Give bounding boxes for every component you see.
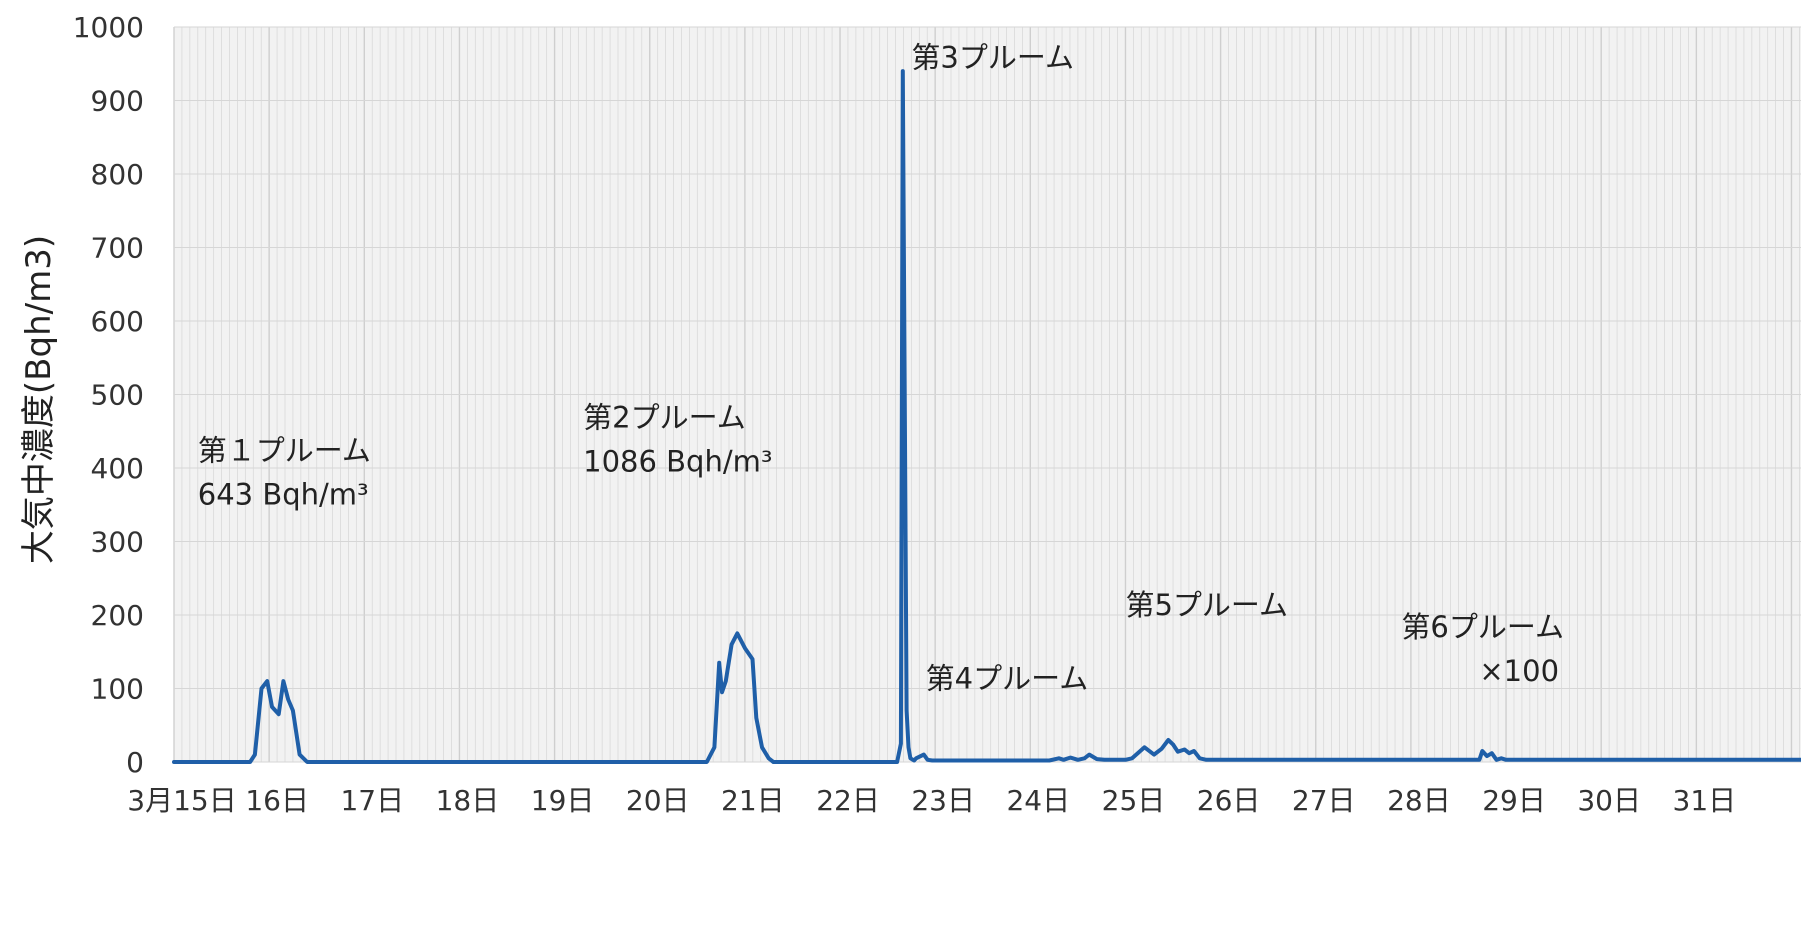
plume-annotation: 第3プルーム bbox=[911, 40, 1074, 74]
y-axis: 0 100 200 300 400 500 600 700 800 900 1000 bbox=[73, 11, 144, 779]
series-line bbox=[172, 69, 1801, 764]
plume-annotation: 第2プルーム 1086 Bqh/m³ bbox=[583, 401, 772, 479]
x-tick-label: 26日 bbox=[1197, 784, 1261, 817]
y-tick-label: 200 bbox=[91, 599, 144, 632]
x-tick-label: 18日 bbox=[436, 784, 500, 817]
plume-annotation: 第5プルーム bbox=[1125, 588, 1288, 622]
series-layer bbox=[172, 69, 1801, 764]
x-tick-label: 27日 bbox=[1292, 784, 1356, 817]
x-tick-label: 24日 bbox=[1006, 784, 1070, 817]
y-tick-label: 900 bbox=[91, 85, 144, 118]
x-tick-label: 21日 bbox=[721, 784, 785, 817]
y-axis-label: 大気中濃度(Bqh/m3) bbox=[19, 235, 59, 564]
x-tick-label: 17日 bbox=[340, 784, 404, 817]
x-tick-label: 16日 bbox=[245, 784, 309, 817]
y-tick-label: 100 bbox=[91, 673, 144, 706]
x-tick-label: 22日 bbox=[816, 784, 880, 817]
x-tick-label: 3月15日 bbox=[127, 784, 236, 817]
x-tick-label: 29日 bbox=[1482, 784, 1546, 817]
y-tick-label: 1000 bbox=[73, 11, 144, 44]
x-tick-label: 30日 bbox=[1577, 784, 1641, 817]
y-tick-label: 0 bbox=[126, 746, 144, 779]
x-tick-label: 25日 bbox=[1102, 784, 1166, 817]
y-tick-label: 800 bbox=[91, 158, 144, 191]
y-tick-label: 500 bbox=[91, 379, 144, 412]
annotations: 第１プルーム 643 Bqh/m³ 第2プルーム 1086 Bqh/m³ 第3プルーム第… bbox=[198, 40, 1564, 695]
plume-annotation: 第１プルーム 643 Bqh/m³ bbox=[198, 434, 371, 512]
y-tick-label: 300 bbox=[91, 526, 144, 559]
plume-annotation: 第6プルーム×100 bbox=[1401, 610, 1564, 688]
x-tick-label: 23日 bbox=[911, 784, 975, 817]
y-tick-label: 600 bbox=[91, 305, 144, 338]
x-tick-label: 20日 bbox=[626, 784, 690, 817]
y-tick-label: 700 bbox=[91, 232, 144, 265]
gridlines bbox=[173, 26, 1801, 763]
plume-annotation: 第4プルーム bbox=[926, 662, 1089, 696]
x-tick-label: 31日 bbox=[1673, 784, 1737, 817]
x-tick-label: 28日 bbox=[1387, 784, 1451, 817]
x-axis: 3月15日 16日 17日 18日 19日 20日 21日 22日 23日 24日 25日 26日 27… bbox=[127, 784, 1736, 817]
y-tick-label: 400 bbox=[91, 452, 144, 485]
x-tick-label: 19日 bbox=[531, 784, 595, 817]
